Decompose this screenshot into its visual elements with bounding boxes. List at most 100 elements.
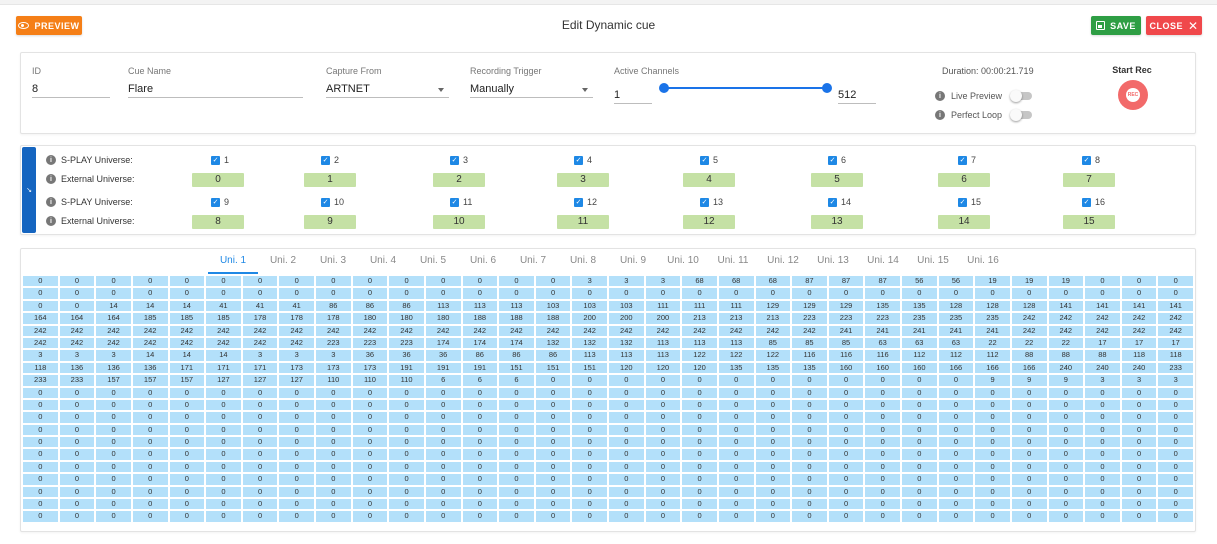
tab-universe-15[interactable]: Uni. 15 [917, 255, 949, 266]
channel-cell: 22 [1047, 336, 1085, 350]
close-button[interactable]: CLOSE ✕ [1146, 16, 1202, 35]
channel-cell: 0 [95, 287, 132, 300]
channel-cell: 0 [131, 398, 169, 412]
external-universe-input[interactable]: 7 [1063, 173, 1115, 187]
channel-cell: 0 [1120, 498, 1158, 511]
preview-button[interactable]: PREVIEW [16, 16, 82, 35]
external-universe-input[interactable]: 0 [192, 173, 244, 187]
active-channels-slider-track[interactable] [664, 87, 827, 89]
external-universe-input[interactable]: 12 [683, 215, 735, 229]
channel-cell: 0 [901, 510, 938, 523]
external-universe-input[interactable]: 11 [557, 215, 609, 229]
splay-universe-number: 16 [1095, 197, 1106, 207]
splay-universe-checkbox[interactable]: ✓ 5 [700, 155, 718, 165]
tab-universe-1[interactable]: Uni. 1 [208, 252, 258, 274]
external-universe-input[interactable]: 1 [304, 173, 356, 187]
splay-universe-checkbox[interactable]: ✓ 1 [211, 155, 229, 165]
channel-cell: 0 [937, 386, 975, 399]
channel-cell: 0 [95, 460, 132, 474]
external-universe-input[interactable]: 2 [433, 173, 485, 187]
check-icon: ✓ [700, 197, 709, 207]
save-button[interactable]: SAVE [1091, 16, 1141, 35]
tab-universe-13[interactable]: Uni. 13 [817, 255, 849, 266]
channel-cell: 0 [351, 498, 389, 511]
channel-cell: 0 [205, 398, 242, 412]
active-channels-max-handle[interactable] [822, 83, 832, 93]
channel-cell: 0 [22, 460, 59, 474]
splay-universe-checkbox[interactable]: ✓ 8 [1082, 155, 1100, 165]
channel-cell: 0 [22, 386, 59, 399]
channel-cell: 0 [241, 287, 279, 300]
active-channels-min-field[interactable]: 1 [614, 86, 652, 104]
channel-cell: 235 [974, 312, 1011, 325]
perfect-loop-toggle[interactable] [1010, 109, 1033, 121]
external-universe-input[interactable]: 13 [811, 215, 863, 229]
channel-cell: 0 [461, 485, 499, 499]
cue-name-field[interactable]: Flare [128, 80, 303, 98]
tab-universe-10[interactable]: Uni. 10 [667, 255, 699, 266]
external-universe-input[interactable]: 6 [938, 173, 990, 187]
external-universe-input[interactable]: 3 [557, 173, 609, 187]
channel-cell: 0 [168, 386, 206, 399]
external-universe-input[interactable]: 15 [1063, 215, 1115, 229]
splay-universe-checkbox[interactable]: ✓ 11 [450, 197, 472, 207]
channel-cell: 0 [754, 436, 792, 449]
channel-cell: 0 [974, 423, 1011, 437]
active-channels-max-field[interactable]: 512 [838, 86, 876, 104]
channel-cell: 164 [95, 312, 132, 325]
channel-cell: 0 [388, 498, 425, 511]
collapse-handle[interactable]: ↘ [22, 147, 36, 233]
id-field[interactable]: 8 [32, 80, 110, 98]
channel-cell: 0 [424, 386, 462, 399]
tab-universe-16[interactable]: Uni. 16 [967, 255, 999, 266]
splay-universe-checkbox[interactable]: ✓ 3 [450, 155, 468, 165]
splay-universe-checkbox[interactable]: ✓ 10 [321, 197, 344, 207]
external-universe-input[interactable]: 9 [304, 215, 356, 229]
external-universe-input[interactable]: 5 [811, 173, 863, 187]
active-channels-min-handle[interactable] [659, 83, 669, 93]
channel-cell: 0 [974, 510, 1011, 523]
channel-cell: 242 [131, 336, 169, 350]
start-rec-button[interactable]: REC [1118, 80, 1148, 110]
splay-universe-checkbox[interactable]: ✓ 16 [1082, 197, 1105, 207]
tab-universe-5[interactable]: Uni. 5 [419, 255, 447, 266]
tab-universe-4[interactable]: Uni. 4 [369, 255, 397, 266]
tab-universe-2[interactable]: Uni. 2 [269, 255, 297, 266]
splay-universe-checkbox[interactable]: ✓ 12 [574, 197, 597, 207]
tab-universe-9[interactable]: Uni. 9 [619, 255, 647, 266]
external-universe-label: External Universe: [61, 174, 135, 184]
channel-cell: 0 [58, 436, 96, 449]
channel-cell: 180 [424, 312, 462, 325]
splay-universe-checkbox[interactable]: ✓ 9 [211, 197, 229, 207]
channel-cell: 0 [22, 448, 59, 461]
capture-from-select[interactable]: ARTNET [326, 80, 449, 98]
splay-universe-checkbox[interactable]: ✓ 7 [958, 155, 976, 165]
tab-universe-8[interactable]: Uni. 8 [569, 255, 597, 266]
tab-universe-3[interactable]: Uni. 3 [319, 255, 347, 266]
channel-cell: 103 [608, 299, 645, 313]
splay-universe-checkbox[interactable]: ✓ 14 [828, 197, 851, 207]
splay-universe-checkbox[interactable]: ✓ 15 [958, 197, 981, 207]
external-universe-input[interactable]: 4 [683, 173, 735, 187]
splay-universe-checkbox[interactable]: ✓ 13 [700, 197, 723, 207]
tab-universe-14[interactable]: Uni. 14 [867, 255, 899, 266]
external-universe-input[interactable]: 10 [433, 215, 485, 229]
tab-universe-7[interactable]: Uni. 7 [519, 255, 547, 266]
recording-trigger-select[interactable]: Manually [470, 80, 593, 98]
channel-cell: 0 [22, 498, 59, 511]
splay-universe-checkbox[interactable]: ✓ 4 [574, 155, 592, 165]
tab-universe-6[interactable]: Uni. 6 [469, 255, 497, 266]
splay-universe-checkbox[interactable]: ✓ 2 [321, 155, 339, 165]
tab-universe-12[interactable]: Uni. 12 [767, 255, 799, 266]
channel-cell: 0 [424, 498, 462, 511]
tab-universe-11[interactable]: Uni. 11 [717, 255, 749, 266]
channel-cell: 213 [717, 312, 755, 325]
channel-cell: 0 [1084, 485, 1121, 499]
live-preview-toggle[interactable] [1010, 90, 1033, 102]
external-universe-input[interactable]: 8 [192, 215, 244, 229]
external-universe-label-row-2: i External Universe: [46, 216, 135, 226]
splay-universe-checkbox[interactable]: ✓ 6 [828, 155, 846, 165]
channel-cell: 135 [717, 361, 755, 375]
external-universe-input[interactable]: 14 [938, 215, 990, 229]
channel-cell: 0 [717, 485, 755, 499]
